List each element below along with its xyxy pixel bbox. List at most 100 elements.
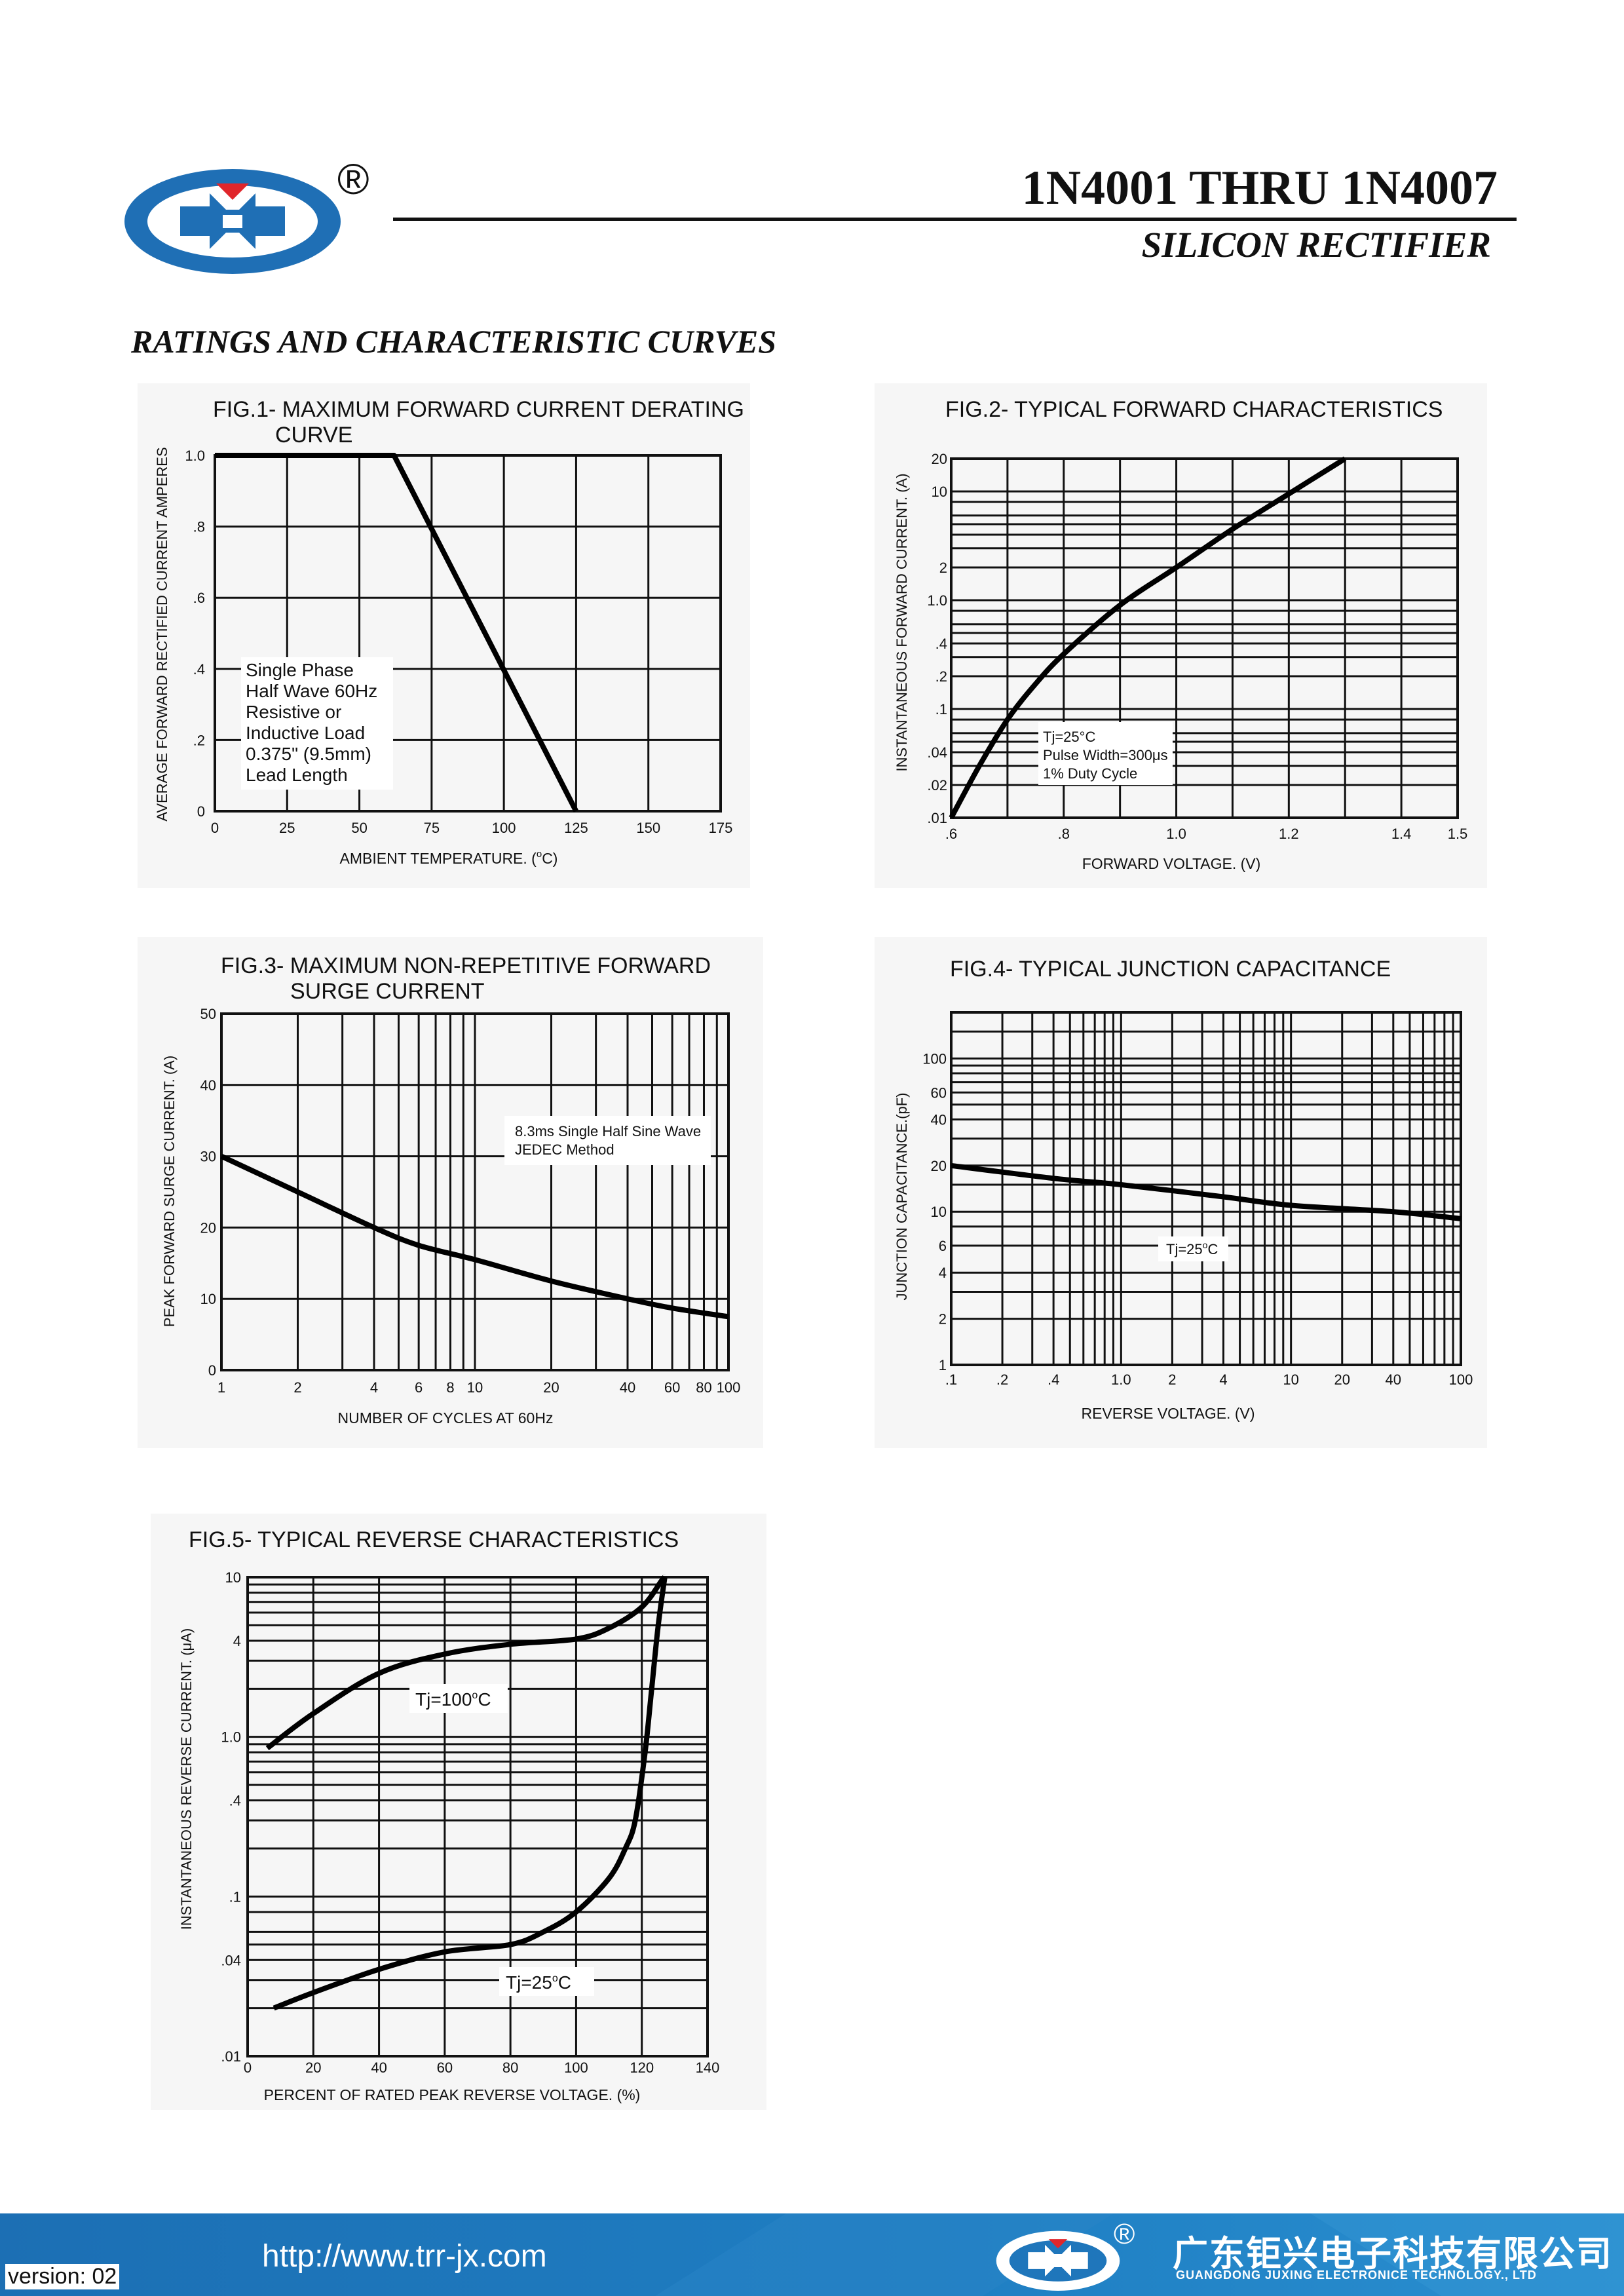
fig2-y-tick-label: .4 xyxy=(935,636,947,652)
fig1-xlabel: AMBIENT TEMPERATURE. (oC) xyxy=(340,849,558,867)
fig5-x-tick-label: 0 xyxy=(244,2059,252,2076)
fig1-x-tick-label: 125 xyxy=(564,820,588,836)
fig4-x-tick-label: .1 xyxy=(945,1371,957,1388)
fig5-x-tick-label: 20 xyxy=(305,2059,321,2076)
fig5-series-line-0 xyxy=(265,1575,668,1751)
footer-band xyxy=(0,2213,1624,2296)
fig5-y-tick-label: 1.0 xyxy=(221,1729,241,1746)
fig3-y-tick-label: 50 xyxy=(200,1006,216,1022)
fig4-note-box xyxy=(1158,1236,1228,1261)
fig5-xlabel: PERCENT OF RATED PEAK REVERSE VOLTAGE. (… xyxy=(264,2086,641,2103)
fig1-note-line: Inductive Load xyxy=(246,723,365,743)
fig5-label-25-box xyxy=(499,1967,594,1996)
fig4-y-tick-label: 60 xyxy=(931,1084,947,1101)
fig1-y-tick-label: .8 xyxy=(193,519,205,535)
fig3-x-tick-label: 80 xyxy=(696,1379,711,1396)
fig5-y-tick-label: .1 xyxy=(229,1888,241,1905)
fig4-x-tick-label: 2 xyxy=(1168,1371,1176,1388)
fig2-y-tick-label: 1.0 xyxy=(927,592,947,609)
fig1-series-line-0 xyxy=(215,453,578,813)
fig5-x-tick-label: 40 xyxy=(371,2059,387,2076)
part-subtitle: SILICON RECTIFIER xyxy=(1141,225,1491,265)
fig1-note-line: 0.375" (9.5mm) xyxy=(246,744,371,764)
fig1-note: Single Phase Half Wave 60Hz Resistive or… xyxy=(246,660,377,785)
fig2-y-tick-label: .1 xyxy=(935,701,947,718)
fig2-note-box xyxy=(1038,722,1173,785)
fig2-series-line-0 xyxy=(949,456,1347,819)
fig2-y-tick-label: 20 xyxy=(932,451,947,467)
fig4-x-tick-label: 40 xyxy=(1386,1371,1401,1388)
fig5-series-line-1 xyxy=(273,1577,668,2011)
fig2-ylabel: INSTANTANEOUS FORWARD CURRENT. (A) xyxy=(894,473,910,771)
fig1-ylabel: AVERAGE FORWARD RECTIFIED CURRENT AMPERE… xyxy=(154,447,170,821)
fig4-x-tick-label: 20 xyxy=(1334,1371,1350,1388)
fig1-x-tick-label: 75 xyxy=(424,820,440,836)
fig5-chart: FIG.5- TYPICAL REVERSE CHARACTERISTICS I… xyxy=(178,1527,719,2103)
fig1-title-line1: FIG.1- MAXIMUM FORWARD CURRENT DERATING xyxy=(213,397,744,422)
fig2-note-line: 1% Duty Cycle xyxy=(1043,765,1137,782)
fig3-y-tick-label: 40 xyxy=(200,1077,216,1094)
fig2-note: Tj=25°C Pulse Width=300μs 1% Duty Cycle xyxy=(1043,729,1168,782)
fig4-xlabel: REVERSE VOLTAGE. (V) xyxy=(1082,1405,1255,1422)
fig3-x-tick-label: 1 xyxy=(217,1379,225,1396)
fig4-y-tick-label: 1 xyxy=(939,1357,947,1373)
fig5-label-100-box xyxy=(409,1684,508,1713)
fig4-y-tick-label: 6 xyxy=(939,1238,947,1254)
fig3-ylabel: PEAK FORWARD SURGE CURRENT. (A) xyxy=(161,1056,178,1327)
fig2-y-tick-label: .04 xyxy=(927,744,947,761)
fig3-x-tick-label: 6 xyxy=(415,1379,423,1396)
fig2-note-line: Tj=25°C xyxy=(1043,729,1095,745)
fig3-plot-frame xyxy=(220,1012,730,1371)
fig2-x-tick-label: 1.5 xyxy=(1448,826,1468,842)
fig4-y-tick-label: 2 xyxy=(939,1311,947,1328)
fig4-title: FIG.4- TYPICAL JUNCTION CAPACITANCE xyxy=(950,957,1391,982)
fig4-x-tick-label: .4 xyxy=(1048,1371,1059,1388)
fig5-label-100: Tj=100oC xyxy=(415,1689,491,1710)
fig1-plot-frame xyxy=(214,454,722,813)
footer-company-en: GUANGDONG JUXING ELECTRONICE TECHNOLOGY.… xyxy=(1176,2268,1537,2282)
header-rule xyxy=(393,218,1517,221)
fig3-y-tick-label: 10 xyxy=(200,1291,216,1307)
fig1-y-tick-label: .6 xyxy=(193,590,205,606)
fig1-x-tick-label: 25 xyxy=(279,820,295,836)
fig5-y-tick-label: 4 xyxy=(233,1633,241,1649)
fig5-title: FIG.5- TYPICAL REVERSE CHARACTERISTICS xyxy=(189,1527,679,1552)
fig1-x-tick-label: 50 xyxy=(351,820,367,836)
fig1-note-box xyxy=(241,657,393,790)
fig1-x-tick-label: 175 xyxy=(709,820,733,836)
fig4-ylabel: JUNCTION CAPACITANCE.(pF) xyxy=(894,1093,910,1301)
section-heading: RATINGS AND CHARACTERISTIC CURVES xyxy=(131,323,777,360)
fig2-xlabel: FORWARD VOLTAGE. (V) xyxy=(1082,855,1261,872)
fig5-x-tick-label: 100 xyxy=(564,2059,588,2076)
fig5-x-tick-label: 60 xyxy=(437,2059,453,2076)
fig3-y-tick-label: 0 xyxy=(208,1362,216,1379)
fig5-y-tick-label: .4 xyxy=(229,1793,241,1809)
fig4-x-tick-label: 1.0 xyxy=(1111,1371,1131,1388)
juxing-logo-icon xyxy=(996,2230,1120,2291)
fig4-note: Tj=25oC xyxy=(1166,1240,1218,1257)
fig1-y-tick-label: .2 xyxy=(193,732,205,748)
fig1-title-line2: CURVE xyxy=(275,423,352,448)
fig5-y-tick-label: .04 xyxy=(221,1952,241,1968)
fig4-x-tick-label: .2 xyxy=(996,1371,1008,1388)
fig3-x-tick-label: 8 xyxy=(446,1379,454,1396)
fig5-plot-frame xyxy=(246,1576,709,2057)
footer-registered-mark: ® xyxy=(1114,2218,1135,2250)
footer-url-link[interactable]: http://www.trr-jx.com xyxy=(262,2239,547,2274)
fig3-x-tick-label: 100 xyxy=(717,1379,741,1396)
fig5-label-25: Tj=25oC xyxy=(506,1972,571,1993)
fig4-y-tick-label: 4 xyxy=(939,1265,947,1281)
fig3-x-tick-label: 4 xyxy=(370,1379,378,1396)
fig1-y-tick-label: 0 xyxy=(197,803,205,820)
fig4-y-tick-label: 10 xyxy=(931,1204,947,1220)
fig3-x-tick-label: 2 xyxy=(293,1379,301,1396)
fig3-x-tick-label: 40 xyxy=(620,1379,635,1396)
fig3-x-tick-label: 10 xyxy=(467,1379,483,1396)
fig5-ylabel: INSTANTANEOUS REVERSE CURRENT. (μA) xyxy=(178,1628,195,1930)
fig1-y-tick-label: .4 xyxy=(193,661,205,678)
fig4-x-tick-label: 10 xyxy=(1283,1371,1298,1388)
fig3-xlabel: NUMBER OF CYCLES AT 60Hz xyxy=(338,1409,554,1426)
fig3-title-line2: SURGE CURRENT xyxy=(290,979,485,1004)
fig4-y-tick-label: 100 xyxy=(922,1050,947,1067)
fig2-chart: FIG.2- TYPICAL FORWARD CHARACTERISTICS I… xyxy=(894,397,1468,872)
